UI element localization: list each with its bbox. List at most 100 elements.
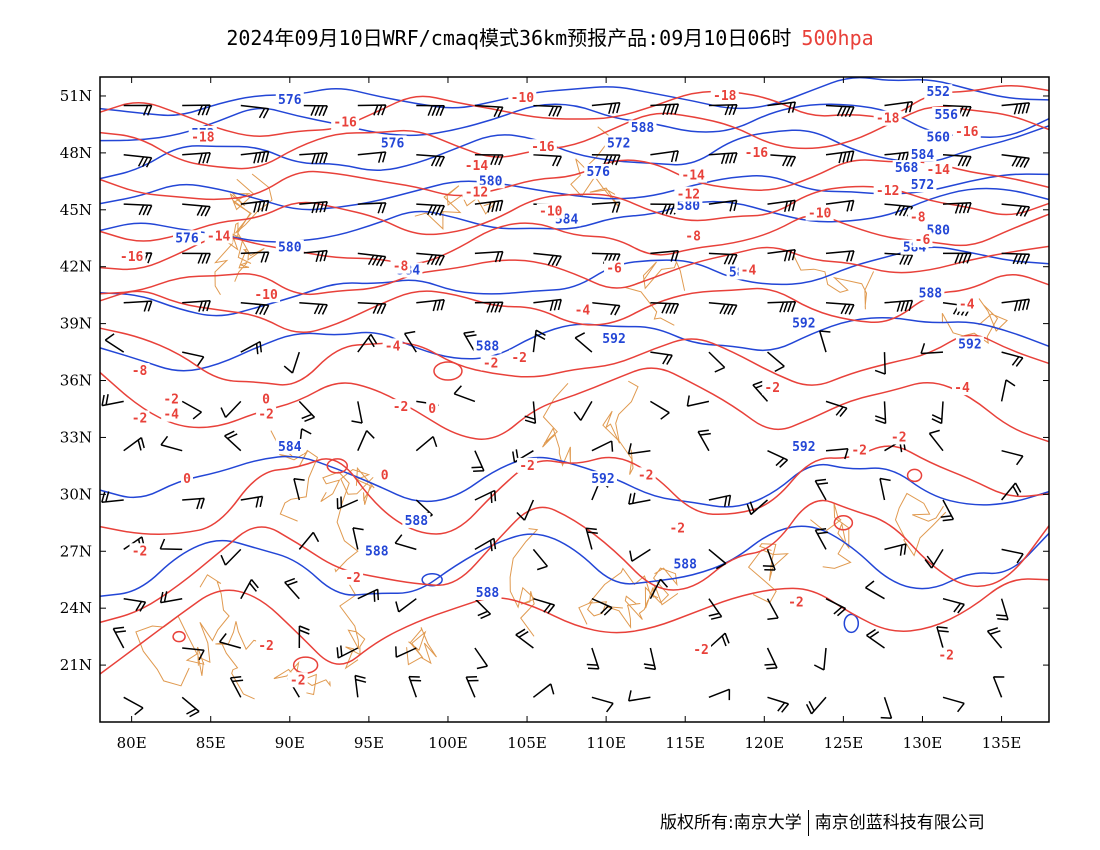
temperature-contour [833, 515, 854, 531]
geopotential-label-bg [600, 330, 629, 346]
wind-barb [474, 199, 504, 213]
wind-barb [181, 696, 200, 718]
temperature-label: -2 [393, 400, 409, 415]
x-tick-label: 135E [982, 734, 1022, 752]
geopotential-label: 576 [278, 93, 302, 108]
wind-barb [219, 633, 242, 649]
temperature-label-bg [188, 129, 217, 145]
temperature-label: -14 [681, 169, 705, 184]
wind-barb [240, 340, 263, 355]
wind-barb [928, 429, 944, 452]
geopotential-label-bg [671, 556, 700, 572]
temperature-label-bg [256, 638, 277, 654]
temperature-label: -4 [741, 264, 757, 279]
temperature-label-bg [480, 355, 501, 371]
geopotential-label: 580 [677, 199, 701, 214]
wind-barb [416, 252, 445, 266]
wind-barb [416, 203, 445, 216]
temperature-label: -14 [927, 163, 951, 178]
y-tick-label: 51N [60, 87, 92, 105]
border-line [623, 260, 686, 326]
wind-barb [357, 333, 378, 353]
y-tick-label: 24N [60, 599, 92, 617]
wind-barb [591, 302, 621, 316]
wind-barb [591, 440, 614, 452]
border-line [414, 185, 498, 230]
geopotential-label: 568 [895, 161, 919, 176]
temperature-label: -16 [333, 116, 357, 131]
temperature-label: -2 [693, 643, 709, 658]
temperature-label-bg [849, 442, 870, 458]
wind-barb [767, 301, 797, 313]
wind-barb [708, 152, 738, 165]
wind-barb [408, 675, 422, 698]
geopotential-label-bg [932, 106, 961, 122]
temperature-label-bg [604, 260, 625, 276]
temperature-label: -16 [745, 146, 769, 161]
copyright-footer: 版权所有:南京大学 南京创蓝科技有限公司 [660, 808, 985, 836]
temperature-label: -14 [465, 159, 489, 174]
geopotential-contour [99, 525, 1050, 598]
temperature-label: -12 [876, 184, 899, 199]
wind-barb [532, 548, 548, 571]
geopotential-label: 560 [927, 131, 951, 146]
wind-barb [814, 478, 829, 501]
wind-barb [182, 497, 205, 510]
temperature-label: -16 [120, 250, 144, 265]
wind-barb [825, 199, 855, 212]
geopotential-label: 592 [792, 317, 815, 332]
temperature-contour [433, 361, 463, 381]
wind-barb [1001, 482, 1022, 501]
wind-barb [825, 302, 855, 315]
wind-barb [708, 632, 730, 649]
temperature-contour [99, 245, 1050, 296]
wind-barb [394, 534, 417, 551]
border-line [197, 574, 230, 676]
wind-barb [299, 302, 328, 315]
wind-barb [708, 302, 738, 316]
wind-barb [299, 200, 328, 214]
wind-barb [240, 104, 270, 119]
temperature-label-bg [509, 349, 530, 365]
x-tick-label: 95E [354, 734, 384, 752]
y-axis: 51N 48N 45N 42N 39N 36N 33N 30N 27N 24N 21N [60, 87, 1049, 674]
wind-barb [182, 104, 211, 116]
border-line [135, 615, 205, 687]
wind-barb [573, 401, 593, 421]
wind-barb [650, 150, 679, 163]
wind-barb [879, 477, 891, 501]
wind-barb [880, 697, 893, 719]
temperature-label-bg [635, 467, 656, 483]
geopotential-label-bg [473, 585, 502, 600]
temperature-contour [99, 213, 1050, 271]
x-tick-label: 100E [428, 734, 468, 752]
x-tick-label: 115E [665, 734, 705, 752]
geopotential-label-bg [378, 135, 407, 151]
title-main: 2024年09月10日WRF/cmaq模式36km预报产品:09月10日06时 [226, 26, 792, 50]
wind-barb [1001, 154, 1030, 168]
wind-barb [298, 400, 316, 422]
footer-company: 南京创蓝科技有限公司 [814, 813, 985, 833]
geopotential-label-bg [789, 438, 818, 454]
wind-barb [591, 101, 621, 115]
geopotential-label: 588 [365, 544, 389, 559]
temperature-label-bg [204, 228, 233, 244]
temperature-label: -4 [959, 298, 975, 313]
wind-barb [112, 626, 126, 649]
geopotential-label: 588 [673, 558, 697, 573]
wind-barb [357, 588, 380, 602]
temperature-label-bg [161, 391, 182, 407]
temperature-label-bg [260, 391, 273, 407]
temperature-label-bg [936, 647, 957, 663]
temperature-label-bg [691, 641, 712, 657]
wind-barb [357, 151, 387, 163]
wind-barb [650, 351, 673, 365]
temperature-label: -2 [851, 444, 867, 459]
footer-owner: 版权所有:南京大学 [660, 813, 802, 833]
wind-barb [533, 104, 563, 117]
wind-barb [708, 494, 732, 507]
temperature-label: -16 [531, 140, 555, 155]
wind-barb [884, 101, 914, 113]
geopotential-label-bg [674, 198, 703, 213]
wind-barb [229, 676, 244, 698]
